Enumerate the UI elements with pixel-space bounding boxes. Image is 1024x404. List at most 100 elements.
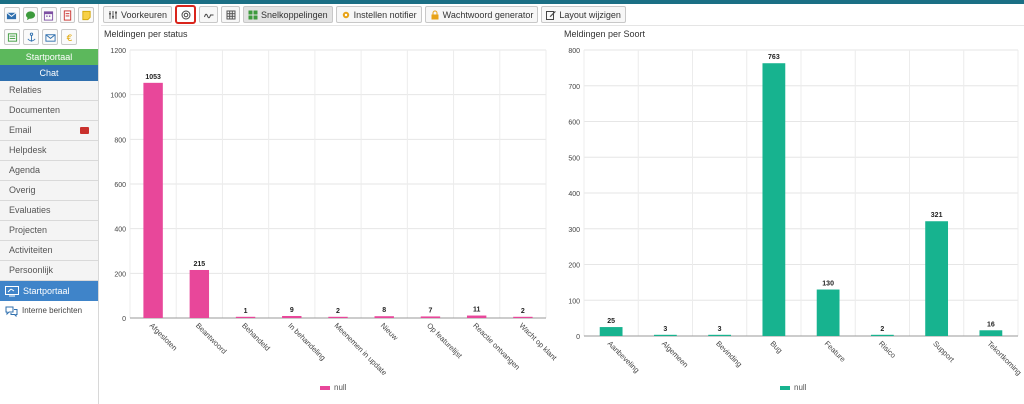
x-tick-label: Algemeen xyxy=(660,339,690,369)
bar xyxy=(466,315,487,318)
startportaal-button[interactable]: Startportaal xyxy=(0,49,98,65)
x-tick-label: Afgesloten xyxy=(148,321,179,352)
data-label: 1053 xyxy=(145,74,161,81)
data-label: 2 xyxy=(880,326,884,333)
calendar-icon[interactable] xyxy=(41,7,57,23)
envelope-icon[interactable] xyxy=(42,29,58,45)
x-tick-label: In behandeling xyxy=(286,321,327,362)
snelkoppelingen-button[interactable]: Snelkoppelingen xyxy=(243,6,333,23)
sidebar-item-evaluaties[interactable]: Evaluaties xyxy=(0,201,98,221)
instellen-notifier-button[interactable]: Instellen notifier xyxy=(335,6,422,23)
note-icon[interactable] xyxy=(78,7,94,23)
chart-panel-status: Meldingen per status 0 200 400 600 800 1000 12… xyxy=(102,28,559,404)
legend-label: null xyxy=(334,383,347,392)
data-label: 3 xyxy=(718,326,722,333)
data-label: 8 xyxy=(382,307,386,314)
y-tick-label: 600 xyxy=(568,120,580,127)
sidebar-item-persoonlijk[interactable]: Persoonlijk xyxy=(0,261,98,281)
bar xyxy=(282,315,302,318)
signature-button[interactable] xyxy=(199,6,219,23)
x-tick-label: Risico xyxy=(877,339,898,360)
sidebar-item-label: Documenten xyxy=(9,105,61,115)
x-tick-label: Wacht op klant xyxy=(517,321,559,363)
legend-swatch xyxy=(780,385,790,390)
mail-icon[interactable] xyxy=(4,7,20,23)
bar xyxy=(816,289,840,336)
chart-title: Meldingen per Soort xyxy=(564,29,646,39)
x-tick-label: Behandeld xyxy=(240,321,272,353)
gear-icon xyxy=(342,11,349,18)
data-label: 16 xyxy=(987,321,995,328)
sidebar-item-overig[interactable]: Overig xyxy=(0,181,98,201)
sidebar-item-label: Evaluaties xyxy=(9,205,51,215)
wachtwoord-generator-button[interactable]: Wachtwoord generator xyxy=(424,6,539,23)
sidebar-item-activiteiten[interactable]: Activiteiten xyxy=(0,241,98,261)
target-settings-button[interactable] xyxy=(175,5,197,24)
anchor-icon[interactable] xyxy=(23,29,39,45)
layout-wijzigen-button[interactable]: Layout wijzigen xyxy=(541,6,626,23)
bar xyxy=(599,327,623,336)
grid-icon xyxy=(226,10,236,19)
sidebar-item-interne-berichten[interactable]: Interne berichten xyxy=(0,301,98,321)
sidebar-item-label: Relaties xyxy=(9,85,42,95)
y-tick-label: 500 xyxy=(568,155,580,162)
bar xyxy=(762,63,786,336)
y-tick-label: 0 xyxy=(122,316,126,323)
mail-notification-icon xyxy=(80,127,89,134)
data-label: 9 xyxy=(290,307,294,314)
data-label: 2 xyxy=(521,308,525,315)
grid-button[interactable] xyxy=(221,6,241,23)
voorkeuren-button[interactable]: Voorkeuren xyxy=(103,6,173,23)
sidebar-item-label: Email xyxy=(9,125,32,135)
sidebar-item-label: Activiteiten xyxy=(9,245,53,255)
x-tick-label: Op featurelijst xyxy=(425,321,465,361)
sidebar-item-email[interactable]: Email xyxy=(0,121,98,141)
y-tick-label: 300 xyxy=(568,227,580,234)
data-label: 25 xyxy=(607,318,615,325)
soort-bar-chart: 0 100 200 300 400 500 600 700 800 25 Aanbeveling 3 A… xyxy=(568,48,1023,377)
x-tick-label: Reactie ontvangen xyxy=(471,321,522,372)
x-tick-label: Aanbeveling xyxy=(606,339,642,375)
x-tick-label: Nieuw xyxy=(379,321,401,343)
y-tick-label: 0 xyxy=(576,334,580,341)
sidebar-item-projecten[interactable]: Projecten xyxy=(0,221,98,241)
instellen-notifier-label: Instellen notifier xyxy=(353,9,417,20)
sidebar-item-helpdesk[interactable]: Helpdesk xyxy=(0,141,98,161)
lock-icon xyxy=(431,10,439,19)
chart-legend[interactable]: null xyxy=(320,383,346,392)
sidebar-item-label: Persoonlijk xyxy=(9,265,54,275)
y-tick-label: 1200 xyxy=(110,48,126,55)
chat-button[interactable]: Chat xyxy=(0,65,98,81)
document-icon[interactable] xyxy=(59,7,76,23)
data-label: 321 xyxy=(931,212,943,219)
shortcuts-icon xyxy=(248,10,258,19)
chart-title: Meldingen per status xyxy=(104,29,188,39)
x-tick-label: Tekortkoming xyxy=(985,339,1023,377)
sidebar-item-label: Projecten xyxy=(9,225,48,235)
list-icon[interactable] xyxy=(4,29,20,45)
data-label: 3 xyxy=(663,326,667,333)
y-tick-label: 200 xyxy=(114,271,126,278)
x-tick-label: Support xyxy=(931,339,957,365)
signature-icon xyxy=(203,13,214,18)
top-accent-bar xyxy=(0,0,1024,4)
chart-legend[interactable]: null xyxy=(780,383,806,392)
bar xyxy=(189,269,210,318)
euro-icon[interactable]: € xyxy=(61,29,77,45)
sidebar-item-relaties[interactable]: Relaties xyxy=(0,81,98,101)
layout-wijzigen-label: Layout wijzigen xyxy=(559,9,621,20)
sidebar-item-startportaal[interactable]: Startportaal xyxy=(0,281,98,301)
chat-bubble-icon[interactable] xyxy=(22,7,39,23)
x-tick-label: Meenemen in update xyxy=(333,321,389,377)
status-bar-chart: 0 200 400 600 800 1000 1200 1053 Afgesloten 215 Be… xyxy=(110,48,559,377)
sliders-icon xyxy=(109,10,117,19)
wachtwoord-generator-label: Wachtwoord generator xyxy=(442,9,534,20)
x-tick-label: Bug xyxy=(768,339,784,355)
chart-panel-soort: Meldingen per Soort 0 100 200 300 400 500 600 7… xyxy=(562,28,1024,404)
sidebar-item-agenda[interactable]: Agenda xyxy=(0,161,98,181)
bar xyxy=(708,334,732,336)
y-tick-label: 600 xyxy=(114,182,126,189)
legend-swatch xyxy=(320,385,330,390)
data-label: 7 xyxy=(428,307,432,314)
sidebar-item-documenten[interactable]: Documenten xyxy=(0,101,98,121)
